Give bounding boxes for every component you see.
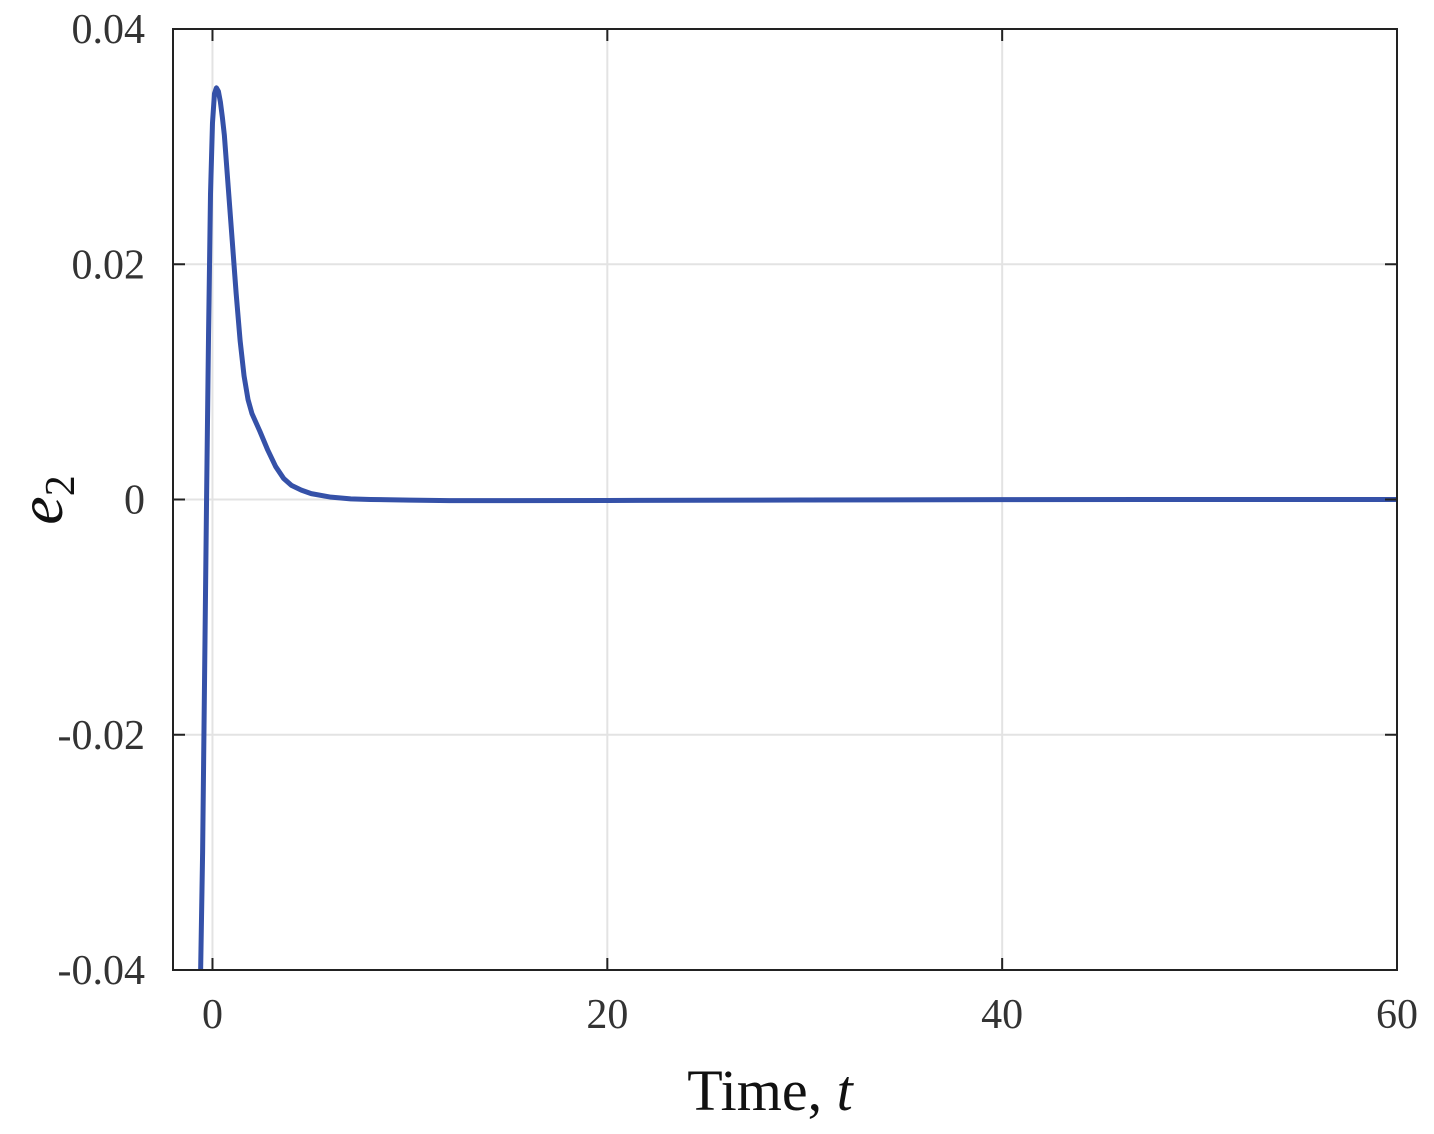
y-tick-label-4: 0.04 [72, 7, 146, 53]
x-axis-label-variable: t [837, 1058, 855, 1123]
x-axis-label-text: Time, [687, 1058, 836, 1123]
y-axis-label-subscript: 2 [38, 475, 84, 496]
y-tick-label-2: 0 [124, 478, 145, 524]
ticks [173, 28, 1398, 971]
y-axis-label: e2 [5, 475, 84, 524]
y-tick-label-1: -0.02 [58, 713, 146, 759]
series-group [198, 85, 1397, 970]
x-tick-label-1: 20 [586, 992, 628, 1038]
x-tick-labels: 0 20 40 60 [202, 992, 1418, 1038]
series-line-0 [198, 85, 1397, 970]
y-axis-label-variable: e [5, 496, 76, 524]
y-tick-label-0: -0.04 [58, 948, 146, 994]
x-tick-label-2: 40 [981, 992, 1023, 1038]
y-tick-label-3: 0.02 [72, 242, 146, 288]
x-axis-label: Time, t [687, 1058, 854, 1123]
x-tick-label-0: 0 [202, 992, 223, 1038]
x-tick-label-3: 60 [1376, 992, 1418, 1038]
y-tick-labels: -0.04 -0.02 0 0.02 0.04 [58, 7, 146, 994]
